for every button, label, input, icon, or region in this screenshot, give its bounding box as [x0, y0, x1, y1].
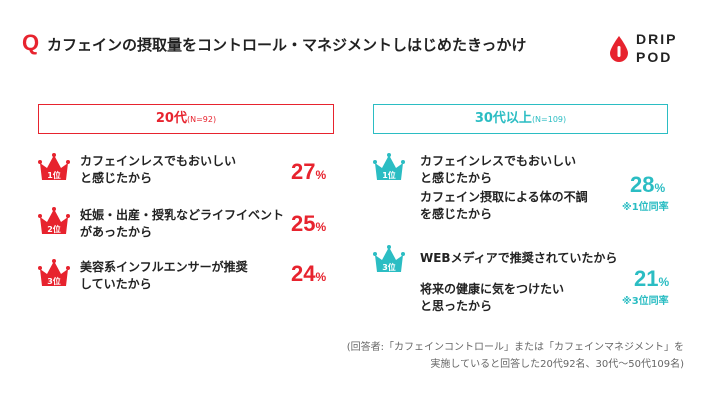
group-title: 20代	[155, 111, 187, 126]
reason-text-line: カフェインレスでもおいしい	[80, 154, 237, 168]
reason-text-line: カフェインレスでもおいしい	[420, 154, 577, 168]
sample-size: (N=92)	[186, 115, 217, 124]
rank-label: 2位	[47, 225, 61, 234]
group-header-30s-plus: 30代以上(N=109)	[373, 104, 668, 134]
percentage-value: 24%	[291, 261, 327, 286]
group-title: 30代以上	[474, 111, 532, 126]
percentage-value: 27%	[291, 159, 327, 184]
crown-icon	[38, 259, 70, 286]
reason-text-line: 美容系インフルエンサーが推奨	[80, 260, 248, 274]
rank-label: 1位	[382, 171, 396, 180]
sample-size: (N=109)	[531, 115, 567, 124]
survey-question: カフェインの摂取量をコントロール・マネジメントしはじめたきっかけ	[47, 36, 527, 54]
crown-icon	[38, 153, 70, 180]
question-mark: Q	[22, 30, 40, 55]
drop-logo-icon	[610, 36, 628, 62]
reason-text-line: と思ったから	[420, 299, 493, 313]
rank-label: 3位	[382, 263, 396, 272]
reason-text-line: 将来の健康に気をつけたい	[420, 282, 565, 296]
percentage-value: 25%	[291, 211, 327, 236]
reason-text-line: カフェイン摂取による体の不調	[420, 190, 588, 204]
footnote-line: (回答者:「カフェインコントロール」または「カフェインマネジメント」を	[346, 342, 684, 353]
reason-text-line: WEBメディアで推奨されていたから	[420, 251, 618, 265]
tie-note: ※3位同率	[622, 296, 669, 307]
logo-text-pod: POD	[636, 49, 673, 65]
logo-text-drip: DRIP	[636, 31, 678, 47]
percentage-value: 21%	[634, 266, 670, 291]
reason-text-line: があったから	[80, 225, 153, 239]
reason-text-line: を感じたから	[420, 207, 493, 221]
group-header-20s: 20代(N=92)	[38, 104, 334, 134]
reason-text-line: 妊娠・出産・授乳などライフイベント	[80, 208, 285, 222]
footnote-line: 実施していると回答した20代92名、30代〜50代109名)	[430, 359, 684, 370]
tie-note: ※1位同率	[622, 202, 669, 213]
percentage-value: 28%	[630, 172, 666, 197]
reason-text-line: していたから	[80, 277, 152, 291]
rank-label: 1位	[47, 171, 61, 180]
reason-text-line: と感じたから	[80, 171, 153, 185]
rank-label: 3位	[47, 277, 61, 286]
crown-icon	[373, 153, 405, 180]
crown-icon	[38, 207, 70, 234]
crown-icon	[373, 245, 405, 272]
reason-text-line: と感じたから	[420, 171, 493, 185]
